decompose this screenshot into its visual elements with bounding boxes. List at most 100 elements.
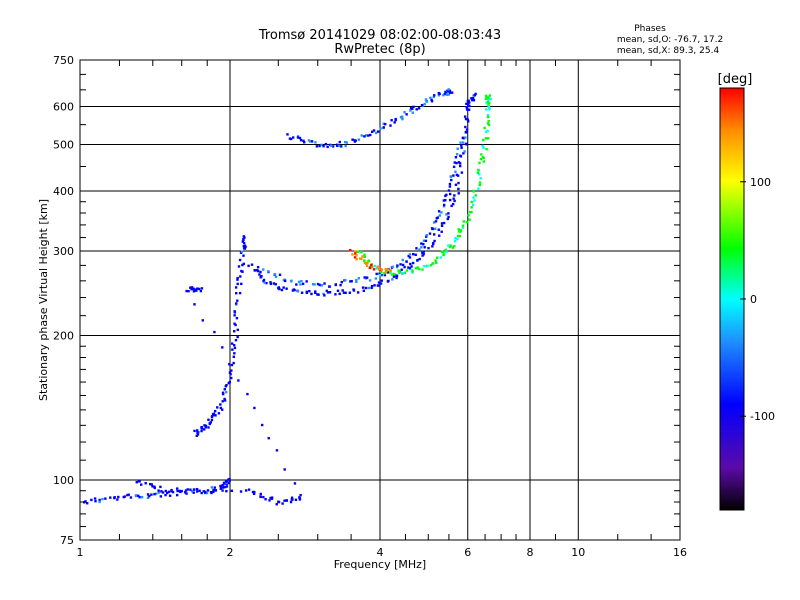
echo-point	[235, 302, 238, 305]
echo-point	[193, 288, 196, 292]
echo-point	[428, 232, 432, 235]
echo-point	[328, 285, 331, 288]
echo-point	[184, 489, 188, 492]
echo-point	[393, 121, 396, 124]
echo-point	[484, 137, 488, 140]
y-tick-label: 300	[53, 245, 74, 258]
echo-point	[470, 97, 473, 100]
echo-point	[448, 245, 452, 249]
echo-point	[343, 140, 347, 144]
echo-point	[250, 263, 254, 266]
echo-point	[415, 247, 418, 250]
echo-point	[463, 150, 466, 153]
echo-point	[448, 185, 452, 188]
echo-point	[344, 144, 347, 148]
echo-point	[200, 425, 203, 429]
echo-point	[307, 139, 311, 142]
axis-tick-labels: 1 2 4 6 8 10 16 75 100 200 300 400 500 600 750	[53, 54, 687, 559]
echo-point	[472, 99, 476, 102]
echo-point	[453, 194, 456, 197]
echo-point	[434, 220, 438, 223]
echo-point	[113, 496, 116, 499]
echo-point	[269, 281, 272, 284]
echo-point	[414, 253, 417, 257]
echo-point	[212, 490, 215, 494]
echo-point	[386, 271, 390, 274]
echo-point	[464, 136, 467, 139]
echo-point	[242, 262, 245, 266]
echo-point	[322, 144, 325, 148]
echo-point	[298, 496, 301, 500]
echo-point	[479, 177, 482, 180]
echo-point	[409, 262, 412, 266]
echo-point	[459, 141, 462, 144]
echo-point	[296, 136, 300, 139]
echo-point	[423, 264, 426, 268]
echo-point	[424, 239, 428, 243]
y-tick-label: 600	[53, 101, 74, 114]
echo-point	[452, 174, 455, 177]
echo-point	[230, 376, 233, 380]
echo-point	[378, 274, 382, 277]
echo-point	[246, 392, 249, 396]
echo-point	[104, 497, 107, 500]
echo-point	[294, 498, 298, 501]
echo-point	[291, 498, 294, 501]
echo-point	[219, 403, 222, 406]
echo-point	[450, 91, 454, 94]
echo-point	[275, 503, 278, 506]
echo-point	[225, 489, 228, 493]
echo-point	[326, 291, 330, 294]
echo-point	[369, 133, 372, 137]
echo-point	[139, 483, 143, 486]
echo-point	[298, 136, 302, 140]
echo-point	[487, 123, 491, 126]
echo-point	[363, 276, 366, 279]
echo-point	[233, 322, 236, 325]
echo-point	[236, 299, 239, 302]
echo-point	[224, 390, 228, 394]
echo-point	[400, 268, 403, 271]
echo-point	[408, 253, 412, 256]
echo-point	[452, 197, 455, 200]
echo-point	[405, 113, 408, 116]
echo-point	[464, 125, 467, 129]
echo-point	[407, 266, 410, 269]
echo-point	[466, 103, 470, 106]
echo-point	[438, 214, 441, 217]
echo-point	[223, 399, 227, 402]
echo-point	[196, 429, 199, 432]
echo-point	[435, 261, 438, 264]
echo-point	[190, 287, 193, 291]
echo-point	[283, 279, 287, 283]
chart-subtitle: RwPretec (8p)	[334, 42, 425, 57]
echo-point	[258, 273, 261, 276]
echo-point	[299, 283, 302, 286]
echo-point	[375, 267, 378, 270]
echo-point	[426, 264, 429, 268]
echo-point	[421, 254, 424, 257]
echo-point	[430, 98, 433, 101]
echo-point	[425, 100, 429, 103]
echo-point	[486, 122, 490, 125]
echo-point	[368, 279, 372, 282]
echo-point	[403, 271, 407, 275]
echo-point	[234, 338, 238, 342]
echo-point	[410, 268, 414, 272]
echo-point	[203, 428, 206, 431]
echo-point	[488, 94, 492, 97]
echo-point	[265, 281, 268, 285]
echo-point	[370, 263, 373, 267]
echo-point	[144, 482, 147, 485]
echo-point	[157, 489, 160, 492]
echo-point	[200, 429, 203, 433]
echo-point	[383, 272, 386, 275]
echo-point	[338, 292, 341, 296]
echo-point	[472, 94, 475, 97]
echo-point	[242, 254, 245, 257]
echo-point	[420, 246, 423, 249]
echo-point	[445, 250, 448, 254]
echo-point	[411, 107, 414, 111]
echo-point	[171, 490, 175, 494]
echo-point	[458, 234, 461, 238]
